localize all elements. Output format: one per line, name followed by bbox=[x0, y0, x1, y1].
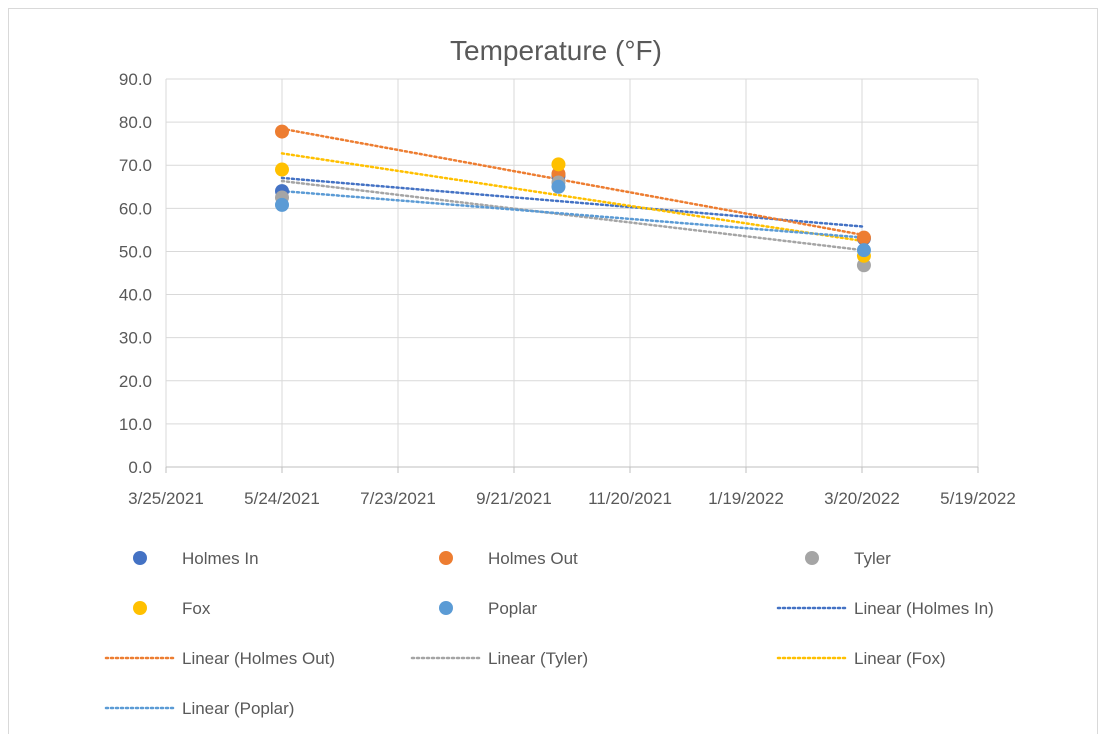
legend-label: Linear (Tyler) bbox=[488, 649, 588, 668]
y-tick-label: 20.0 bbox=[119, 372, 152, 391]
data-point bbox=[275, 124, 289, 139]
y-tick-label: 30.0 bbox=[119, 329, 152, 348]
chart-frame bbox=[8, 8, 1098, 734]
data-point bbox=[551, 157, 566, 172]
legend-marker bbox=[133, 601, 147, 615]
x-tick-label: 5/19/2022 bbox=[940, 489, 1016, 508]
x-tick-label: 11/20/2021 bbox=[588, 489, 672, 508]
trendline bbox=[280, 176, 866, 228]
data-point bbox=[856, 243, 871, 258]
trendline bbox=[280, 127, 866, 237]
data-point bbox=[275, 162, 289, 177]
trendline bbox=[280, 189, 866, 239]
y-tick-label: 60.0 bbox=[119, 199, 152, 218]
data-point bbox=[551, 179, 566, 194]
legend-label: Linear (Fox) bbox=[854, 649, 946, 668]
legend-label: Linear (Poplar) bbox=[182, 699, 294, 718]
legend-label: Holmes In bbox=[182, 549, 259, 568]
legend: Holmes In Holmes Out Tyler Fox Poplar Linear … bbox=[104, 549, 994, 718]
y-tick-label: 70.0 bbox=[119, 156, 152, 175]
legend-label: Tyler bbox=[854, 549, 891, 568]
y-axis-ticks: 0.0 10.0 20.0 30.0 40.0 50.0 60.0 70.0 80.0 90.0 bbox=[119, 70, 152, 477]
y-tick-label: 80.0 bbox=[119, 113, 152, 132]
x-tick-label: 5/24/2021 bbox=[244, 489, 320, 508]
legend-label: Holmes Out bbox=[488, 549, 578, 568]
data-point bbox=[856, 230, 871, 245]
x-tick-label: 3/20/2022 bbox=[824, 489, 900, 508]
y-tick-label: 0.0 bbox=[128, 458, 152, 477]
x-tick-label: 9/21/2021 bbox=[476, 489, 552, 508]
legend-marker bbox=[439, 601, 453, 615]
data-point bbox=[275, 197, 289, 212]
y-tick-label: 10.0 bbox=[119, 415, 152, 434]
legend-label: Poplar bbox=[488, 599, 537, 618]
legend-marker bbox=[439, 551, 453, 565]
legend-label: Fox bbox=[182, 599, 211, 618]
chart-title: Temperature (°F) bbox=[450, 35, 662, 66]
legend-marker bbox=[133, 551, 147, 565]
x-tick-label: 1/19/2022 bbox=[708, 489, 784, 508]
x-tick-label: 7/23/2021 bbox=[360, 489, 436, 508]
x-tick-label: 3/25/2021 bbox=[128, 489, 204, 508]
y-tick-label: 90.0 bbox=[119, 70, 152, 89]
legend-marker bbox=[805, 551, 819, 565]
legend-label: Linear (Holmes Out) bbox=[182, 649, 335, 668]
grid-layer bbox=[165, 78, 979, 473]
y-tick-label: 40.0 bbox=[119, 286, 152, 305]
trendline bbox=[280, 179, 866, 252]
x-axis-ticks: 3/25/2021 5/24/2021 7/23/2021 9/21/2021 11/2… bbox=[128, 489, 1016, 508]
data-point-layer bbox=[275, 124, 871, 273]
trendline bbox=[280, 152, 866, 243]
y-tick-label: 50.0 bbox=[119, 242, 152, 261]
trendline-layer bbox=[280, 127, 866, 252]
legend-label: Linear (Holmes In) bbox=[854, 599, 994, 618]
